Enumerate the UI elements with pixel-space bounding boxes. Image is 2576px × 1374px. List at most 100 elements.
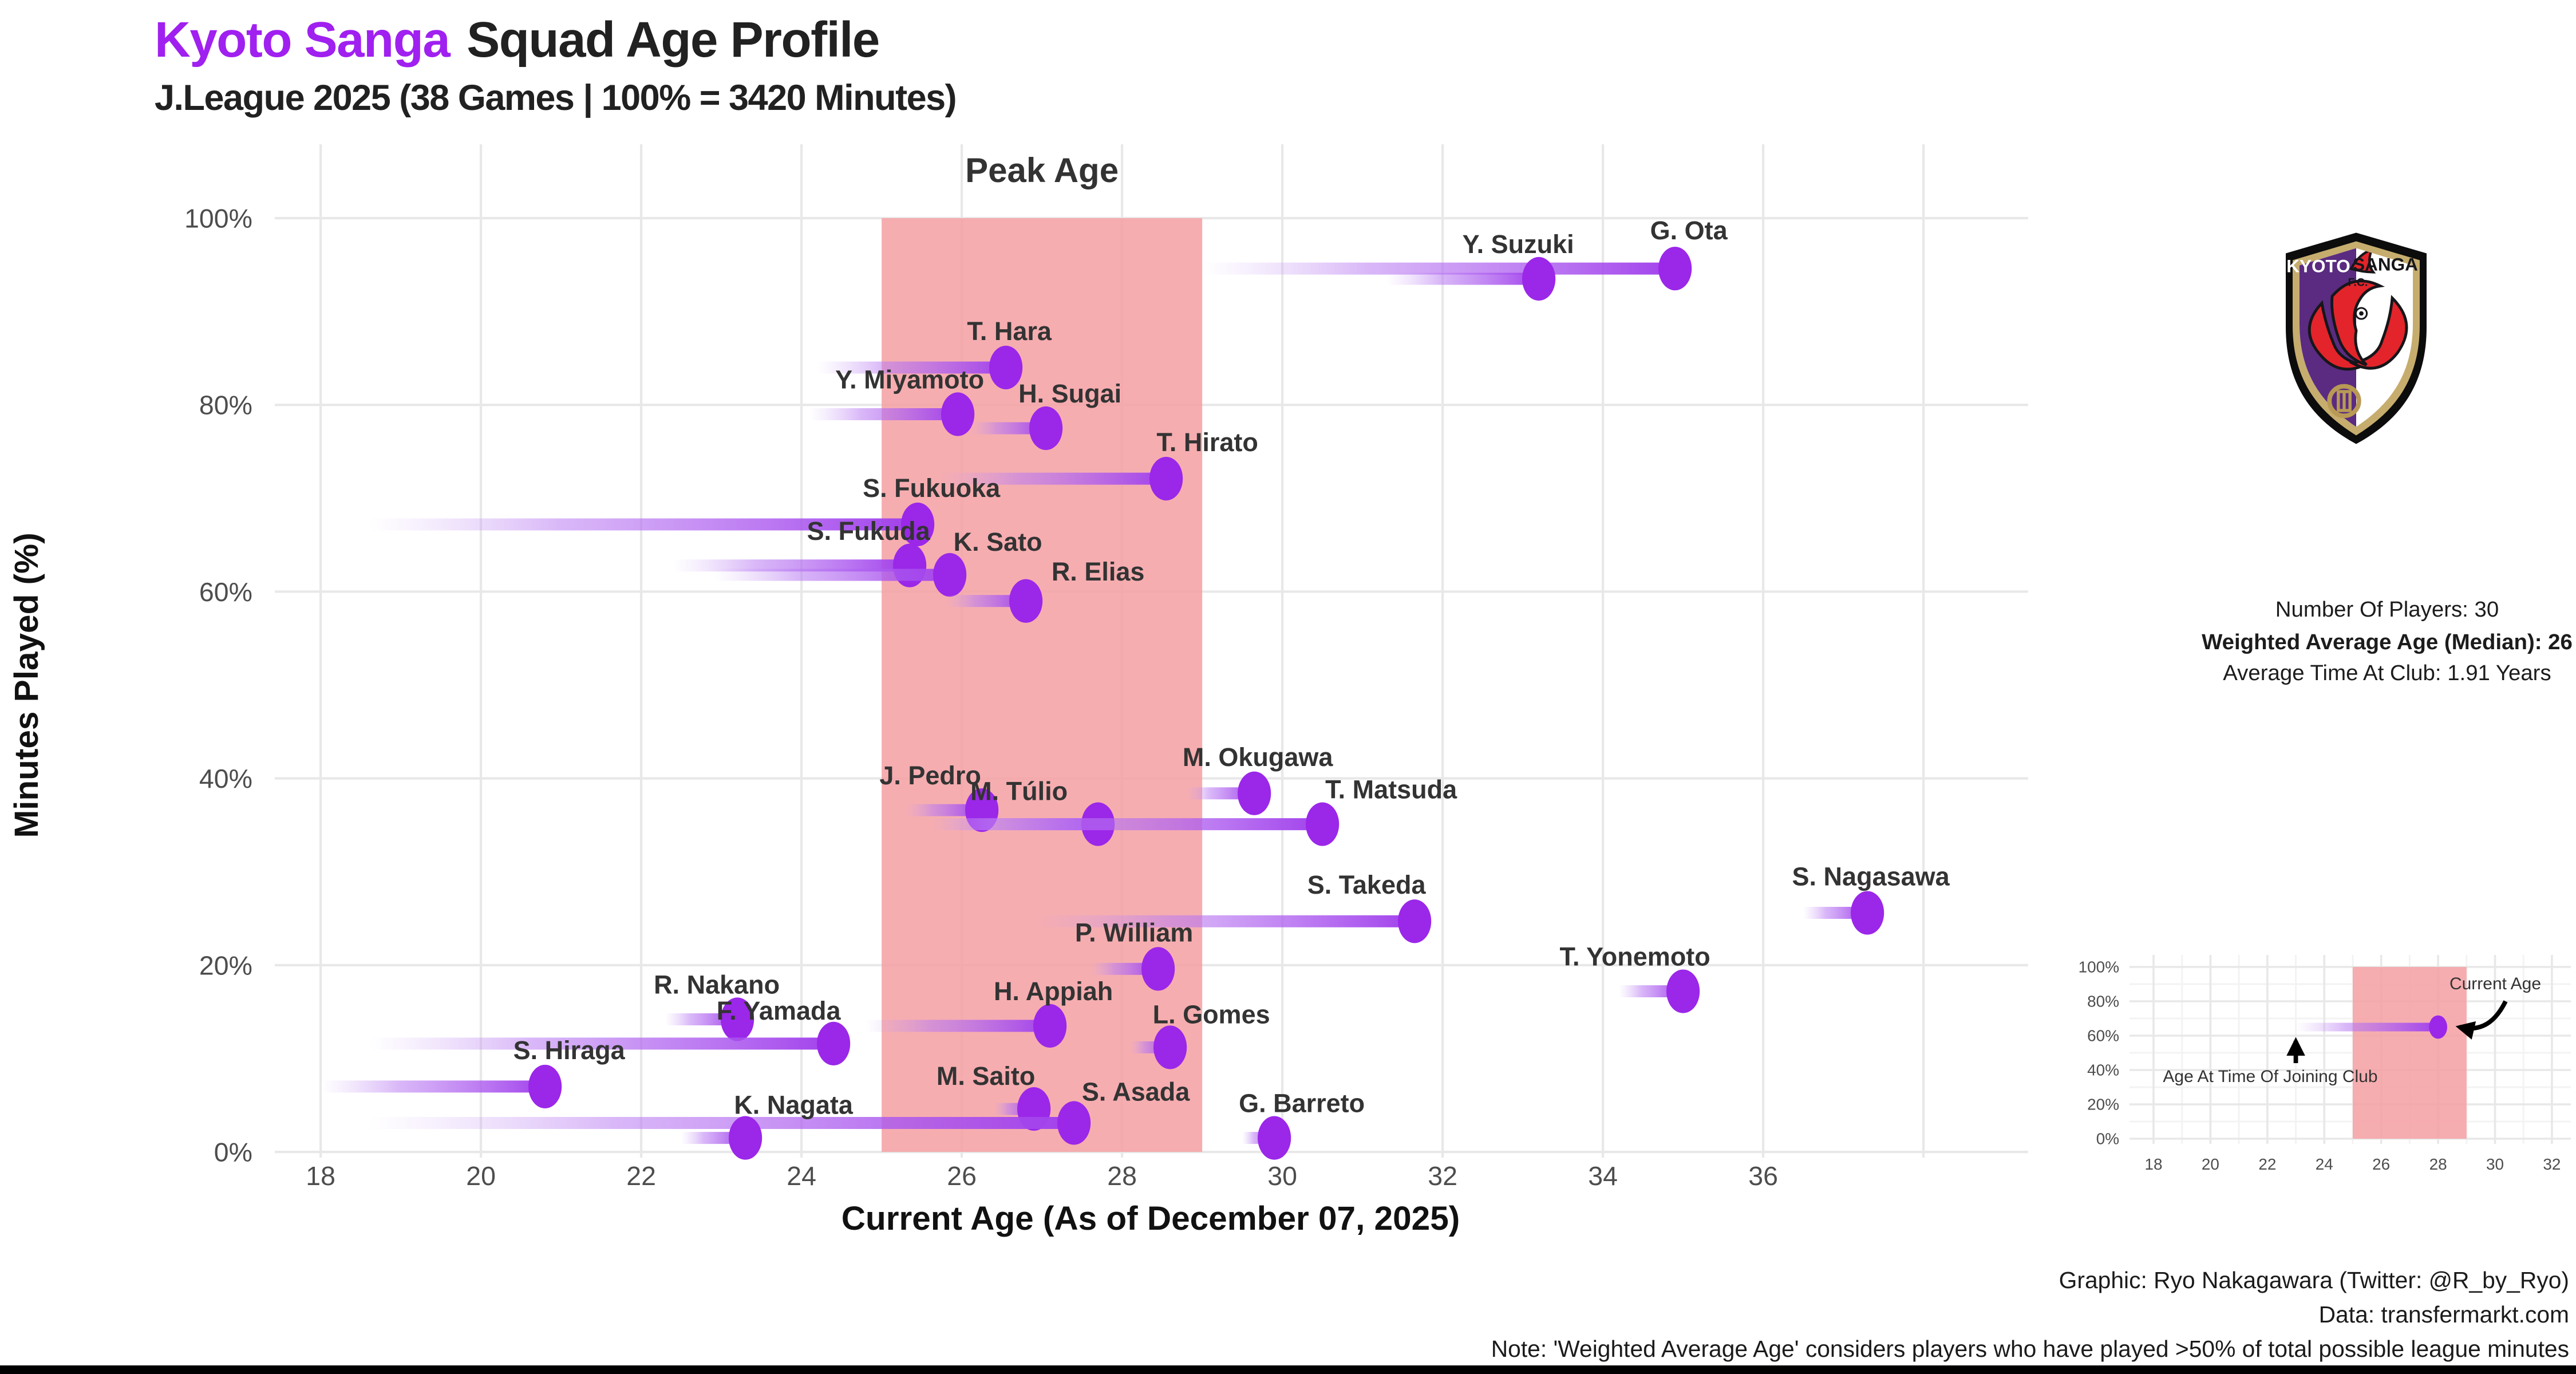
example-dot <box>2429 1015 2447 1039</box>
player-label: S. Asada <box>1082 1077 1190 1107</box>
x-tick-label: 28 <box>1107 1161 1137 1191</box>
mini-x-tick-label: 20 <box>2202 1155 2219 1173</box>
annotation-current-age: Current Age <box>2449 974 2541 993</box>
club-name-highlight: Kyoto Sanga <box>155 14 451 69</box>
player-label: S. Hiraga <box>513 1036 626 1065</box>
player-dot <box>1033 1004 1067 1048</box>
y-axis-title: Minutes Played (%) <box>8 532 45 838</box>
player-y-miyamoto: Y. Miyamoto <box>809 365 984 436</box>
player-dot <box>528 1064 562 1109</box>
bottom-border <box>0 1365 2576 1374</box>
player-label: K. Nagata <box>734 1091 854 1120</box>
player-s-fukuoka: S. Fukuoka <box>369 473 1001 547</box>
player-label: T. Hara <box>967 317 1052 346</box>
title-rest: Squad Age Profile <box>467 14 880 69</box>
player-g-barreto: G. Barreto <box>1239 1089 1365 1160</box>
player-r-elias: R. Elias <box>946 557 1144 623</box>
annotation-age-at-joining: Age At Time Of Joining Club <box>2163 1067 2377 1086</box>
player-k-nagata: K. Nagata <box>681 1091 854 1160</box>
player-label: P. William <box>1075 918 1193 947</box>
player-s-nagasawa: S. Nagasawa <box>1792 862 1950 935</box>
phoenix-emblem <box>2308 248 2408 371</box>
player-label: R. Elias <box>1052 557 1145 586</box>
crest-text-fc: F.C. <box>2348 277 2368 289</box>
mini-y-tick-label: 100% <box>2079 958 2119 976</box>
x-tick-label: 30 <box>1267 1161 1297 1191</box>
player-g-ota: G. Ota <box>1202 216 1728 291</box>
peak-age-band <box>882 218 1203 1152</box>
player-dot <box>933 552 967 597</box>
player-dot <box>817 1021 851 1065</box>
player-label: M. Saito <box>937 1061 1036 1091</box>
player-dot <box>1306 802 1340 846</box>
x-tick-label: 26 <box>947 1161 977 1191</box>
mini-x-tick-label: 24 <box>2316 1155 2333 1173</box>
stat-number-of-players: Number Of Players: 30 <box>2275 596 2499 622</box>
player-label: S. Fukuoka <box>863 473 1001 503</box>
credits-block: Graphic: Ryo Nakagawara (Twitter: @R_by_… <box>1491 1264 2569 1367</box>
page-subtitle: J.League 2025 (38 Games | 100% = 3420 Mi… <box>155 79 957 119</box>
mini-x-tick-label: 22 <box>2258 1155 2276 1173</box>
player-p-william: P. William <box>1075 918 1193 991</box>
stat-average-time-at-club: Average Time At Club: 1.91 Years <box>2223 660 2551 686</box>
x-tick-label: 20 <box>466 1161 496 1191</box>
x-tick-label: 22 <box>626 1161 656 1191</box>
player-dot <box>1666 969 1700 1013</box>
player-dot <box>1238 771 1271 815</box>
y-tick-label: 20% <box>199 950 252 980</box>
player-label: T. Hirato <box>1156 428 1258 457</box>
mini-peak-age-band <box>2352 967 2467 1139</box>
player-label: M. Túlio <box>970 777 1068 806</box>
credit-data-source: Data: transfermarkt.com <box>2318 1301 2569 1328</box>
player-dot <box>1851 891 1884 935</box>
mini-x-tick-label: 26 <box>2372 1155 2390 1173</box>
player-label: R. Nakano <box>654 970 780 999</box>
page-title: Kyoto Sanga Squad Age Profile <box>155 14 880 70</box>
crest-ring-emblem <box>2327 384 2361 418</box>
x-tick-label: 24 <box>787 1161 816 1191</box>
player-m-okugawa: M. Okugawa <box>1183 743 1334 815</box>
x-tick-label: 32 <box>1428 1161 1457 1191</box>
credit-graphic: Graphic: Ryo Nakagawara (Twitter: @R_by_… <box>2059 1268 2569 1293</box>
y-tick-label: 80% <box>199 390 252 420</box>
x-tick-label: 36 <box>1748 1161 1778 1191</box>
player-dot <box>1009 579 1043 623</box>
player-dot <box>1029 406 1063 451</box>
crest-text-sanga: SANGA <box>2353 254 2418 275</box>
mini-y-tick-label: 40% <box>2087 1061 2119 1079</box>
player-label: K. Sato <box>954 527 1042 556</box>
player-label: T. Matsuda <box>1325 775 1457 804</box>
y-tick-label: 100% <box>184 204 252 234</box>
player-label: L. Gomes <box>1153 1000 1270 1029</box>
player-label: J. Pedro <box>879 761 981 790</box>
player-label: T. Yonemoto <box>1559 942 1710 972</box>
player-t-hirato: T. Hirato <box>938 428 1258 501</box>
squad-stats: Number Of Players: 30 Weighted Average A… <box>2181 594 2576 690</box>
crest-text-kyoto: KYOTO <box>2286 256 2350 277</box>
mini-y-tick-label: 80% <box>2087 993 2119 1010</box>
player-s-asada: S. Asada <box>369 1077 1190 1145</box>
y-tick-label: 60% <box>199 577 252 607</box>
player-r-nakano: R. Nakano <box>654 970 780 1041</box>
player-label: S. Fukuda <box>807 516 931 546</box>
mini-y-tick-label: 20% <box>2087 1096 2119 1114</box>
player-f-yamada: F. Yamada <box>369 996 851 1065</box>
mini-x-tick-label: 18 <box>2144 1155 2162 1173</box>
y-tick-label: 40% <box>199 764 252 793</box>
player-label: S. Takeda <box>1307 870 1427 899</box>
player-label: M. Okugawa <box>1183 743 1334 772</box>
curved-arrow-icon <box>2455 1000 2508 1040</box>
player-dot <box>1658 246 1692 291</box>
credit-note: Note: 'Weighted Average Age' considers p… <box>1491 1336 2569 1362</box>
player-label: Y. Miyamoto <box>835 365 984 394</box>
player-dot <box>1141 947 1175 991</box>
player-dot <box>989 345 1023 390</box>
mini-x-tick-label: 32 <box>2543 1155 2561 1173</box>
player-k-sato: K. Sato <box>713 527 1042 597</box>
player-dot <box>721 997 754 1041</box>
player-dot <box>941 392 975 436</box>
player-y-suzuki: Y. Suzuki <box>1386 230 1574 301</box>
x-tick-label: 18 <box>306 1161 335 1191</box>
